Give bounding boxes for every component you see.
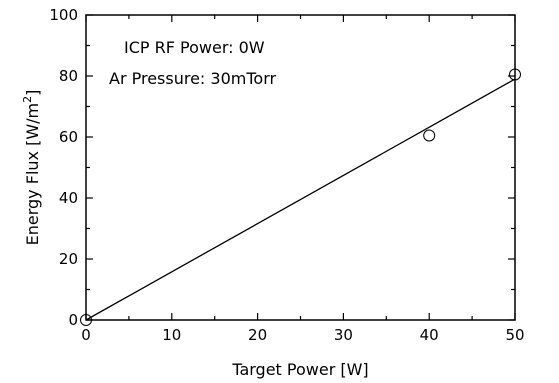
x-tick-label: 0 bbox=[81, 326, 91, 344]
y-tick-label: 20 bbox=[59, 250, 78, 268]
x-tick-label: 50 bbox=[505, 326, 524, 344]
y-tick-label: 60 bbox=[59, 128, 78, 146]
x-axis-label: Target Power [W] bbox=[231, 360, 368, 379]
x-tick-label: 30 bbox=[334, 326, 353, 344]
tick-labels: 0 10 20 30 40 50 0 20 40 60 80 100 bbox=[49, 6, 524, 344]
y-axis-label: Energy Flux [W/m2] bbox=[21, 90, 42, 246]
data-points bbox=[80, 68, 521, 326]
y-axis-label-superscript: 2 bbox=[21, 96, 34, 103]
y-tick-label: 40 bbox=[59, 189, 78, 207]
y-tick-label: 0 bbox=[68, 311, 78, 329]
ticks bbox=[85, 14, 516, 321]
y-tick-label: 100 bbox=[49, 6, 78, 24]
plot-frame bbox=[85, 14, 516, 321]
y-tick-label: 80 bbox=[59, 67, 78, 85]
y-axis-label-end: ] bbox=[23, 90, 42, 96]
x-tick-label: 20 bbox=[248, 326, 267, 344]
annotation-ar-pressure: Ar Pressure: 30mTorr bbox=[109, 69, 276, 88]
data-point bbox=[423, 129, 436, 142]
fit-line bbox=[85, 78, 516, 321]
x-tick-label: 40 bbox=[420, 326, 439, 344]
x-tick-label: 10 bbox=[162, 326, 181, 344]
y-axis-label-main: Energy Flux [W/m bbox=[23, 103, 42, 245]
annotation-icp-power: ICP RF Power: 0W bbox=[124, 38, 265, 57]
